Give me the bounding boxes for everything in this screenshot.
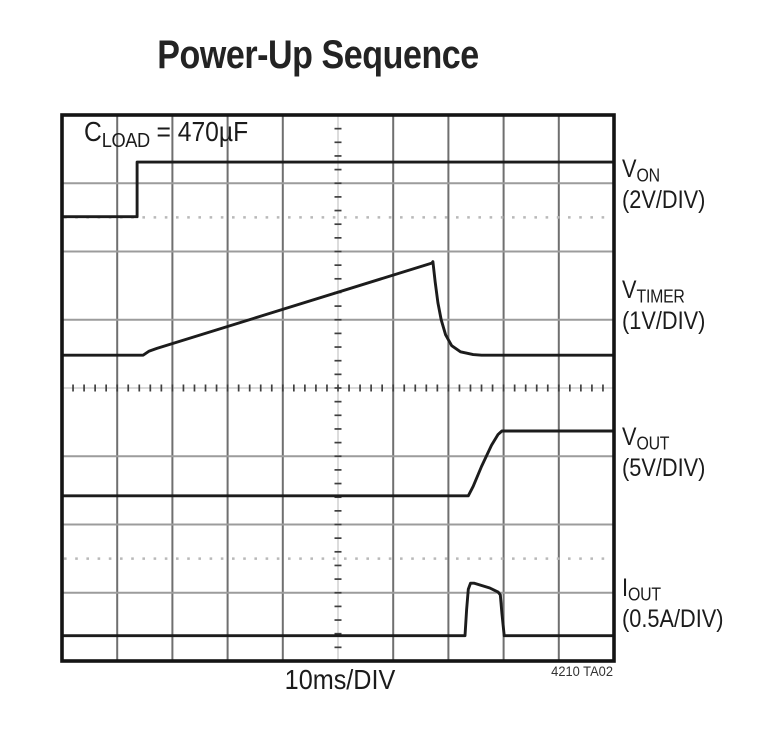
channel-name: I bbox=[622, 574, 629, 602]
channel-label-vout: VOUT (5V/DIV) bbox=[622, 423, 705, 483]
channel-label-vtimer: VTIMER (1V/DIV) bbox=[622, 276, 705, 336]
channel-name-subscript: OUT bbox=[628, 583, 661, 605]
x-axis-label: 10ms/DIV bbox=[284, 664, 396, 695]
channel-scale: (5V/DIV) bbox=[622, 453, 706, 482]
channel-name: V bbox=[622, 276, 637, 304]
channel-scale: (0.5A/DIV) bbox=[622, 604, 724, 633]
cload-symbol: C bbox=[84, 116, 102, 147]
channel-name-subscript: OUT bbox=[636, 432, 670, 454]
figure-title: Power-Up Sequence bbox=[157, 33, 479, 77]
channel-scale: (2V/DIV) bbox=[622, 185, 706, 214]
channel-name-subscript: TIMER bbox=[636, 285, 685, 307]
cload-subscript: LOAD bbox=[101, 128, 150, 152]
channel-name: V bbox=[622, 155, 637, 183]
part-number: 4210 TA02 bbox=[551, 663, 613, 679]
channel-label-iout: IOUT (0.5A/DIV) bbox=[622, 574, 724, 634]
channel-name-subscript: ON bbox=[636, 164, 661, 186]
channel-label-von: VON (2V/DIV) bbox=[622, 155, 705, 215]
cload-annotation: CLOAD = 470µF bbox=[84, 116, 248, 153]
channel-scale: (1V/DIV) bbox=[622, 306, 706, 335]
cload-value: = 470µF bbox=[149, 116, 249, 147]
channel-name: V bbox=[622, 423, 637, 451]
